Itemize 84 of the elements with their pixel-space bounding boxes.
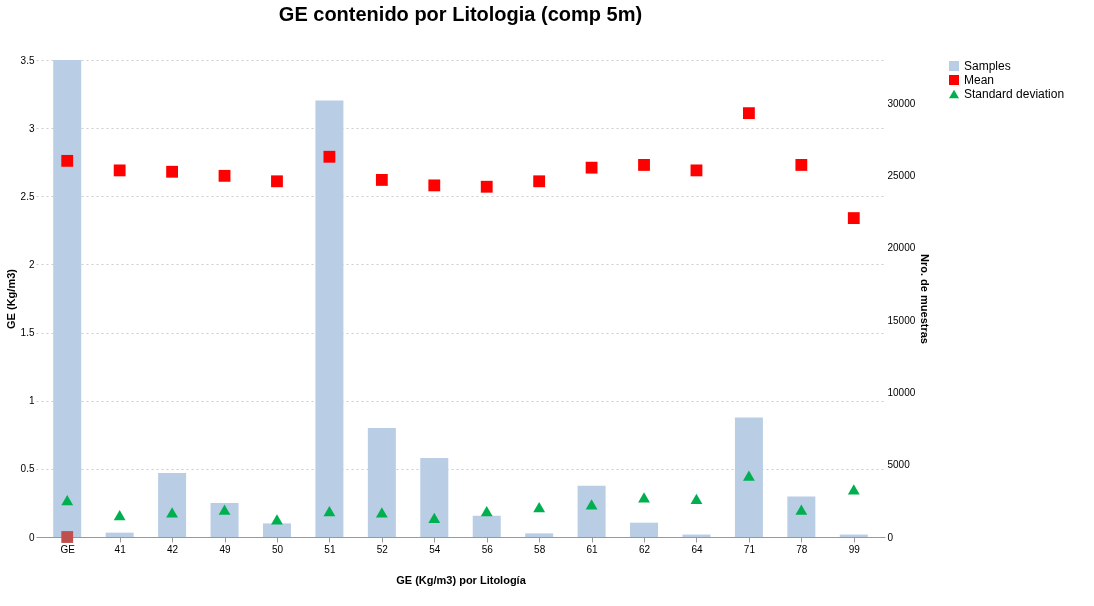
bar (53, 60, 82, 537)
y-tick-label: 1.5 (20, 327, 35, 339)
x-tick-label: 42 (167, 543, 179, 555)
bar (420, 457, 449, 537)
y-tick-label: 2.5 (20, 190, 35, 202)
point (533, 175, 546, 188)
y-tick-label: 0.5 (20, 463, 35, 475)
x-tick-label: 61 (586, 543, 599, 555)
point (428, 512, 441, 524)
legend-label: Mean (964, 73, 995, 87)
bar (262, 523, 291, 537)
bar (472, 515, 501, 537)
chart-title: GE contenido por Litologia (comp 5m) (278, 3, 643, 25)
point (795, 504, 808, 515)
x-tick-label: 41 (114, 543, 127, 555)
point (533, 501, 546, 513)
y2-tick-label: 5000 (887, 459, 911, 471)
bar (787, 496, 816, 537)
bar (315, 100, 344, 537)
y-tick-label: 2 (28, 258, 35, 270)
point (428, 179, 441, 192)
point (638, 492, 650, 503)
x-axis-title: GE (Kg/m3) por Litología (396, 573, 527, 586)
y-tick-label: 1 (28, 395, 35, 407)
point (690, 164, 703, 177)
y2-tick-label: 15000 (887, 314, 916, 326)
legend-label: Standard deviation (964, 87, 1065, 101)
point (166, 165, 179, 178)
y2-tick-label: 20000 (887, 242, 916, 254)
point (61, 495, 74, 506)
bar (105, 532, 134, 537)
point (271, 514, 283, 525)
point (375, 174, 388, 186)
point (113, 510, 126, 521)
x-tick-label: 52 (376, 543, 389, 555)
y-tick-label: 0 (28, 531, 35, 543)
point (271, 175, 283, 188)
y2-tick-label: 10000 (887, 386, 916, 398)
point (323, 150, 336, 163)
x-tick-label: 58 (534, 543, 546, 555)
point (690, 493, 703, 504)
x-tick-label: 64 (691, 543, 703, 555)
x-tick-label: 49 (219, 543, 232, 555)
y2-tick-label: 0 (887, 531, 894, 543)
y-axis-title: GE (Kg/m3) (4, 268, 17, 329)
bar (367, 428, 396, 537)
x-tick-label: GE (60, 543, 76, 555)
point (218, 169, 231, 182)
y-tick-label: 3 (28, 122, 35, 134)
x-tick-label: 50 (271, 543, 284, 555)
point (61, 154, 74, 167)
point (742, 107, 755, 120)
y2-tick-label: 30000 (887, 97, 916, 109)
y2-tick-label: 25000 (887, 170, 916, 182)
point (166, 507, 179, 518)
point (323, 505, 336, 517)
point (847, 484, 860, 495)
point (795, 159, 808, 171)
point (638, 159, 650, 171)
x-tick-label: 99 (848, 543, 861, 555)
point (113, 164, 126, 177)
bar (734, 417, 763, 537)
x-tick-label: 71 (743, 543, 756, 555)
x-tick-label: 62 (638, 543, 651, 555)
point (742, 470, 755, 481)
point (218, 504, 231, 515)
point (61, 531, 74, 543)
legend-label: Samples (964, 59, 1011, 73)
y2-axis-title: Nro. de muestras (919, 254, 932, 344)
point (375, 507, 388, 518)
x-tick-label: 54 (429, 543, 441, 555)
bar (525, 533, 554, 537)
x-tick-label: 56 (481, 543, 494, 555)
bar (577, 485, 606, 537)
bar (630, 522, 659, 537)
x-tick-label: 51 (324, 543, 336, 555)
bar (158, 472, 187, 537)
point (480, 180, 493, 193)
point (585, 161, 598, 174)
bar (210, 502, 239, 537)
x-tick-label: 78 (796, 543, 808, 555)
point (847, 212, 860, 225)
y-tick-label: 3.5 (20, 54, 35, 66)
point (480, 505, 493, 517)
